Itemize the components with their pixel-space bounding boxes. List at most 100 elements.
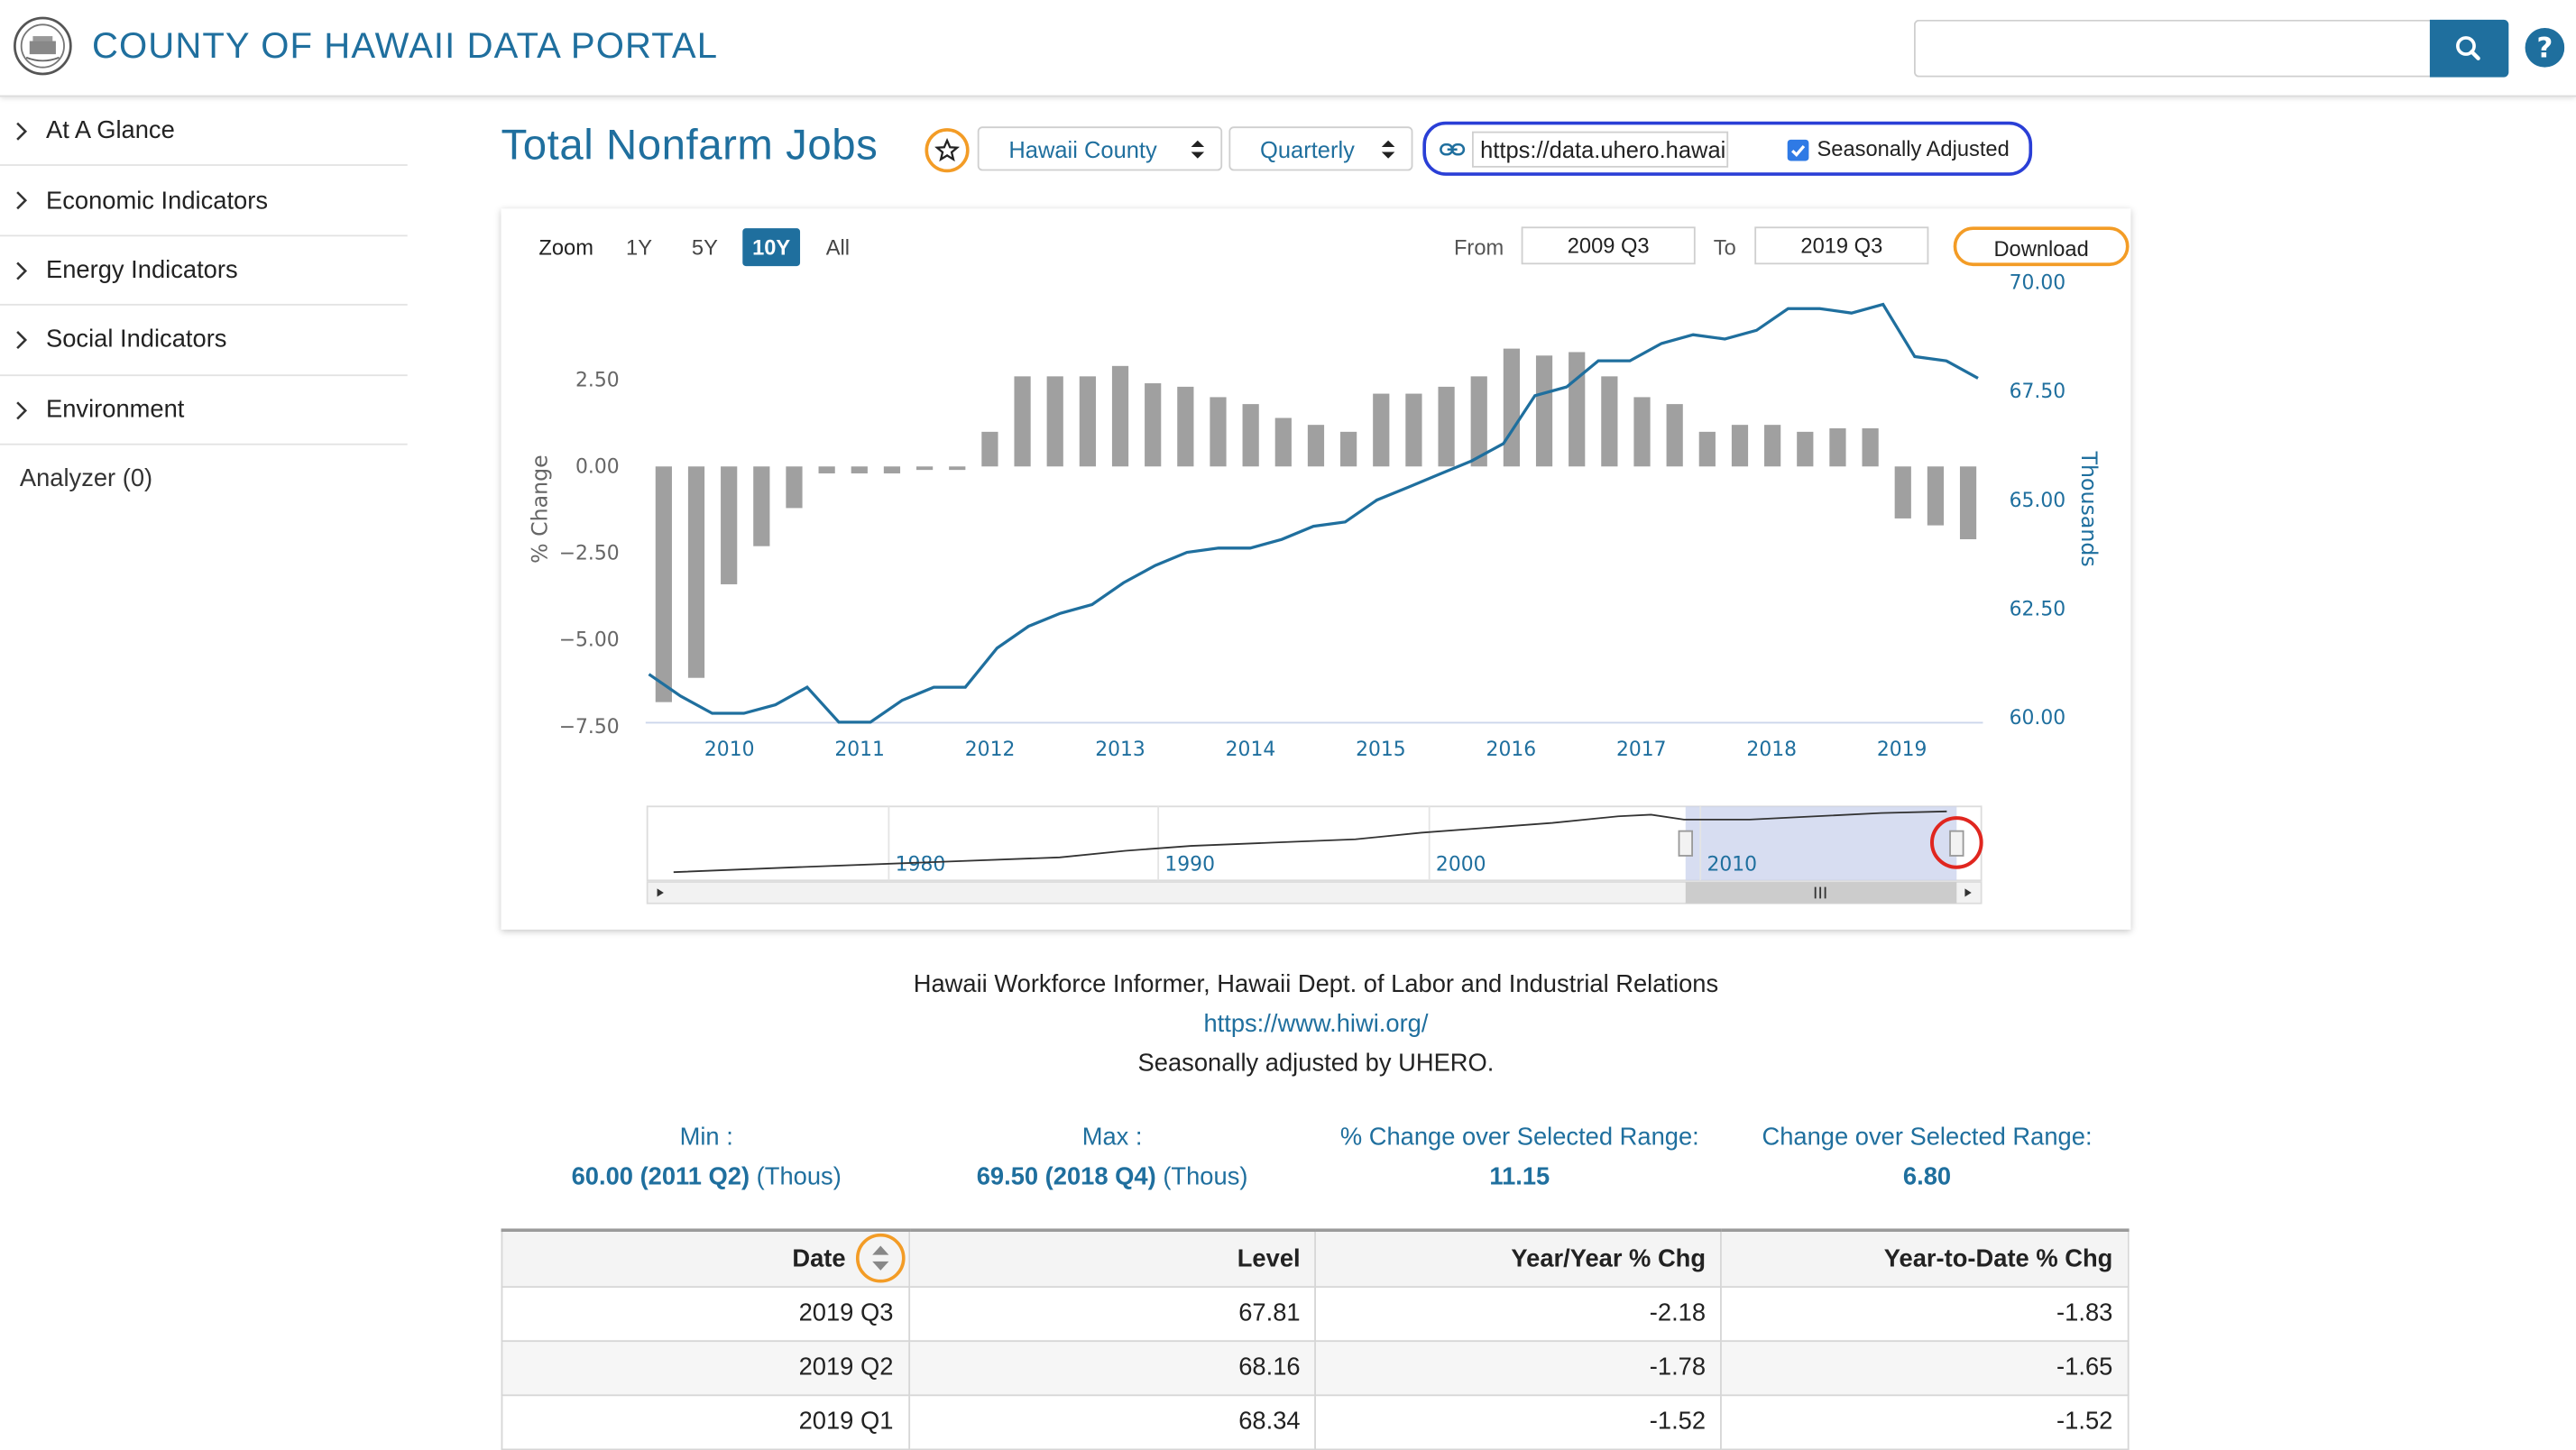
source-link[interactable]: https://www.hiwi.org/ [1203,1010,1429,1039]
bar-yoy-change[interactable] [1470,376,1487,467]
level-line[interactable] [648,302,1979,724]
bar-yoy-change[interactable] [1764,425,1781,467]
bar-yoy-change[interactable] [1633,397,1651,467]
bar-yoy-change[interactable] [721,466,738,584]
add-to-analyzer-button[interactable] [925,128,970,173]
stat-max: Max : 69.50 (2018 Q4) (Thous) [948,1118,1276,1197]
help-icon[interactable]: ? [2525,24,2565,70]
bar-yoy-change[interactable] [883,466,901,473]
navigator-right-handle[interactable] [1949,830,1964,857]
bar-yoy-change[interactable] [1210,397,1227,467]
bar-yoy-change[interactable] [1340,431,1357,467]
seasonally-adjusted-label: Seasonally Adjusted [1817,136,2010,161]
sidebar-item-environment[interactable]: Environment [0,375,408,445]
navigator-left-handle[interactable] [1678,830,1693,857]
table-row: 2019 Q2 68.16 -1.78 -1.65 [501,1339,2130,1396]
zoom-10y-button[interactable]: 10Y [742,228,801,267]
bar-yoy-change[interactable] [1014,376,1031,467]
search-button[interactable] [2429,19,2509,78]
bar-yoy-change[interactable] [753,466,770,546]
table-row: 2019 Q1 68.34 -1.52 -1.52 [501,1393,2130,1450]
bar-yoy-change[interactable] [818,466,835,473]
x-axis-tick-label: 2018 [1746,739,1797,761]
sidebar-item-label: Social Indicators [46,326,227,354]
source-info: Hawaii Workforce Informer, Hawaii Dept. … [501,966,2131,1084]
bar-yoy-change[interactable] [1535,355,1553,467]
bar-yoy-change[interactable] [915,466,934,471]
bar-yoy-change[interactable] [1177,386,1194,467]
bar-yoy-change[interactable] [981,431,998,467]
county-seal-icon[interactable] [14,16,73,76]
seasonally-adjusted-checkbox[interactable] [1787,139,1809,161]
chevron-right-icon [16,400,28,419]
bar-yoy-change[interactable] [949,466,966,471]
scroll-left-arrow-icon[interactable] [657,888,664,897]
sidebar-item-at-a-glance[interactable]: At A Glance [0,96,408,167]
bar-yoy-change[interactable] [1373,393,1390,467]
bar-yoy-change[interactable] [1731,425,1749,467]
bar-yoy-change[interactable] [1438,386,1455,467]
bar-yoy-change[interactable] [1503,348,1521,467]
chevron-right-icon [16,122,28,141]
bar-yoy-change[interactable] [1601,376,1618,467]
bar-yoy-change[interactable] [1698,431,1716,467]
sidebar-item-energy-indicators[interactable]: Energy Indicators [0,236,408,307]
bar-yoy-change[interactable] [1046,376,1063,467]
bar-yoy-change[interactable] [786,466,803,509]
from-label: From [1453,234,1504,260]
bar-yoy-change[interactable] [851,466,868,473]
stat-change-value: 6.80 [1902,1162,1952,1191]
to-label: To [1713,234,1736,260]
navigator-selected-range[interactable] [1685,806,1957,881]
column-header-yoy[interactable]: Year/Year % Chg [1314,1228,1723,1288]
zoom-5y-button[interactable]: 5Y [691,234,718,260]
scrollbar-track[interactable] [646,881,1983,904]
sidebar-item-label: Energy Indicators [46,256,238,285]
zoom-all-button[interactable]: All [825,234,851,260]
stat-pct-change-value: 11.15 [1489,1162,1550,1191]
bar-yoy-change[interactable] [1111,365,1129,467]
stat-pct-change-label: % Change over Selected Range: [1339,1123,1699,1152]
select-arrows-icon [1191,140,1205,159]
download-button[interactable]: Download [1953,226,2130,267]
bar-yoy-change[interactable] [1145,383,1162,467]
sort-button[interactable] [855,1233,906,1283]
bar-yoy-change[interactable] [1862,428,1879,467]
column-header-date[interactable]: Date [501,1228,910,1288]
bar-yoy-change[interactable] [1079,376,1096,467]
scroll-right-arrow-icon[interactable] [1964,888,1972,897]
page-title: Total Nonfarm Jobs [501,119,879,170]
left-axis-tick-label: −5.00 [559,629,620,652]
share-link-input[interactable]: https://data.uhero.hawaii.gov [1472,131,1729,168]
bar-yoy-change[interactable] [1274,418,1292,467]
cell-yoy: -1.78 [1314,1339,1723,1396]
cell-level: 68.34 [907,1393,1317,1450]
left-axis-tick-label: −2.50 [559,543,620,565]
to-date-input[interactable]: 2019 Q3 [1754,226,1929,265]
from-date-input[interactable]: 2009 Q3 [1521,226,1696,265]
bar-yoy-change[interactable] [1927,466,1945,526]
sidebar-item-social-indicators[interactable]: Social Indicators [0,306,408,376]
column-header-level[interactable]: Level [907,1228,1317,1288]
bar-yoy-change[interactable] [655,466,672,702]
bar-yoy-change[interactable] [1569,352,1586,467]
bar-yoy-change[interactable] [1829,428,1846,467]
frequency-select[interactable]: Quarterly [1228,126,1413,171]
bar-yoy-change[interactable] [1405,393,1422,467]
bar-yoy-change[interactable] [1307,425,1325,467]
sidebar-item-analyzer[interactable]: Analyzer (0) [19,464,153,493]
bar-yoy-change[interactable] [1959,466,1977,539]
column-header-ytd[interactable]: Year-to-Date % Chg [1720,1228,2130,1288]
stat-change: Change over Selected Range: 6.80 [1738,1118,2116,1197]
bar-yoy-change[interactable] [687,466,705,678]
bar-yoy-change[interactable] [1666,404,1683,467]
sidebar-item-economic-indicators[interactable]: Economic Indicators [0,167,408,236]
x-axis-tick-label: 2019 [1877,739,1927,761]
search-input[interactable] [1913,19,2432,78]
site-title[interactable]: COUNTY OF HAWAII DATA PORTAL [92,24,719,66]
geo-select[interactable]: Hawaii County [977,126,1223,171]
zoom-1y-button[interactable]: 1Y [626,234,653,260]
bar-yoy-change[interactable] [1242,404,1259,467]
bar-yoy-change[interactable] [1797,431,1814,467]
bar-yoy-change[interactable] [1894,466,1911,519]
